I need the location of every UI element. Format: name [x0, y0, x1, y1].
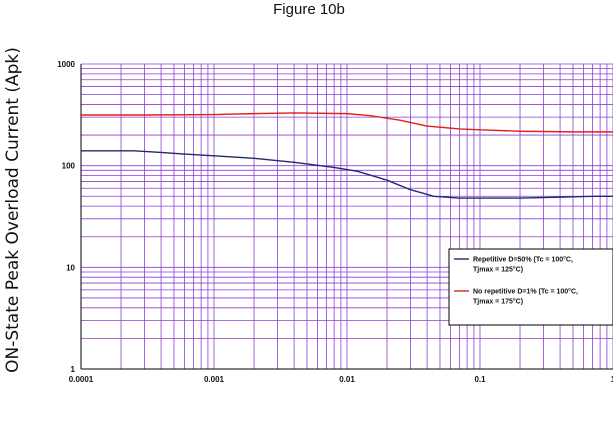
x-tick-label: 0.0001: [69, 375, 94, 384]
chart-title: Figure 10b: [273, 1, 345, 18]
legend-box: [448, 248, 613, 326]
y-tick-label: 1: [71, 365, 76, 374]
legend-label: Repetitive D=50% (Tc = 100°C, Tjmax = 125…: [473, 256, 573, 274]
x-tick-label: 1: [611, 375, 613, 384]
y-tick-label: 1000: [57, 60, 75, 69]
axis-ticks: 0.0001 0.001 0.01 0.1 1 1 10 100 1000: [57, 60, 613, 384]
series-line: [81, 112, 613, 133]
series-lines: [81, 112, 613, 199]
x-tick-label: 0.01: [339, 375, 355, 384]
y-axis-label: ON-State Peak Overload Current (Apk): [3, 47, 23, 373]
x-tick-label: 0.1: [474, 375, 486, 384]
y-tick-label: 10: [66, 263, 75, 272]
series-line: [81, 150, 613, 199]
legend: Repetitive D=50% (Tc = 100°C, Tjmax = 125…: [448, 248, 613, 326]
y-tick-label: 100: [62, 162, 76, 171]
legend-label: No repetitive D=1% (Tc = 100°C, Tjmax = 1…: [473, 288, 578, 306]
x-tick-label: 0.001: [204, 375, 225, 384]
